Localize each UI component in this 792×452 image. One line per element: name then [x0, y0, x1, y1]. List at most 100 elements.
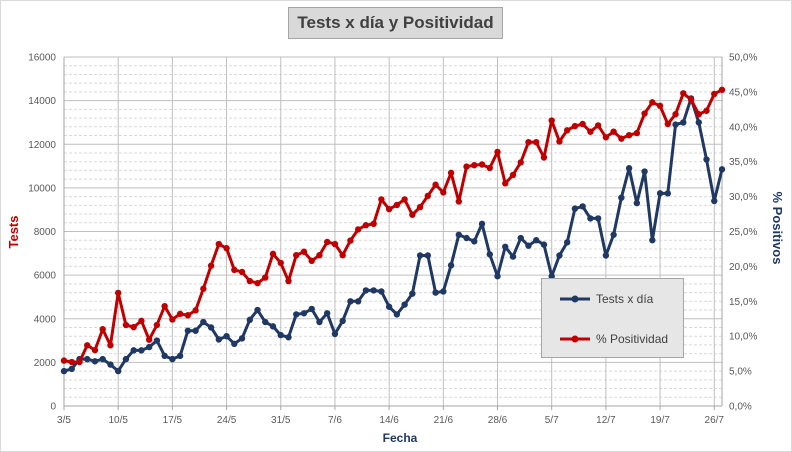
data-point	[308, 257, 315, 265]
x-axis-title: Fecha	[383, 431, 418, 445]
data-point	[486, 164, 493, 172]
data-point	[471, 238, 478, 245]
data-point	[641, 168, 648, 175]
data-point	[176, 352, 184, 360]
data-point	[316, 252, 323, 259]
data-point	[192, 307, 199, 314]
x-tick-label: 5/7	[545, 415, 559, 426]
data-point	[455, 231, 462, 238]
data-point	[587, 215, 594, 222]
left-tick-label: 6000	[34, 271, 57, 282]
data-point	[76, 358, 83, 366]
data-point	[153, 321, 161, 329]
right-tick-label: 5,0%	[729, 367, 752, 378]
data-point	[114, 367, 122, 375]
data-point	[300, 248, 308, 255]
left-axis-title: Tests	[6, 216, 21, 249]
data-point	[571, 122, 579, 130]
data-point	[169, 355, 176, 363]
data-point	[548, 273, 555, 280]
data-point	[238, 268, 246, 276]
data-point	[656, 190, 664, 197]
data-point	[672, 121, 679, 128]
x-tick-label: 10/5	[108, 415, 128, 426]
data-point	[331, 240, 339, 248]
data-point	[354, 226, 362, 233]
data-point	[401, 301, 408, 308]
data-point	[207, 324, 215, 331]
data-point	[486, 251, 493, 258]
data-point	[184, 312, 192, 319]
data-point	[184, 327, 192, 334]
data-point	[269, 323, 277, 330]
legend-item-tests: Tests x día	[560, 289, 653, 309]
data-point	[138, 317, 145, 325]
data-point	[447, 262, 455, 269]
data-point	[347, 237, 354, 244]
data-point	[385, 205, 393, 213]
left-tick-label: 8000	[34, 227, 57, 238]
data-point	[424, 192, 432, 200]
data-point	[680, 119, 687, 126]
data-point	[362, 287, 370, 294]
data-point	[269, 250, 277, 258]
data-point	[145, 336, 153, 343]
data-point	[60, 367, 68, 375]
data-point	[293, 252, 300, 259]
data-point	[633, 129, 641, 137]
grid	[63, 56, 722, 407]
data-point	[556, 252, 563, 259]
data-point	[207, 262, 215, 269]
data-point	[285, 334, 292, 341]
data-point	[563, 239, 571, 246]
data-point	[138, 347, 145, 354]
data-point	[122, 355, 130, 363]
x-tick-label: 14/6	[379, 415, 399, 426]
x-tick-label: 28/6	[488, 415, 508, 426]
data-point	[215, 240, 223, 248]
series	[60, 86, 726, 375]
left-tick-label: 2000	[34, 358, 57, 369]
data-point	[153, 337, 161, 344]
data-point	[618, 194, 625, 201]
data-point	[656, 102, 664, 110]
data-point	[262, 274, 269, 281]
data-point	[99, 355, 106, 363]
data-point	[107, 361, 114, 368]
data-point	[130, 347, 137, 354]
right-tick-label: 40,0%	[729, 122, 757, 133]
data-point	[556, 138, 563, 145]
right-tick-label: 50,0%	[729, 53, 757, 64]
data-point	[192, 327, 199, 334]
data-point	[354, 298, 362, 305]
legend-swatch-tests	[560, 295, 590, 303]
data-point	[502, 180, 509, 187]
data-point	[385, 303, 393, 310]
data-point	[223, 245, 230, 252]
data-point	[362, 222, 370, 229]
data-point	[718, 166, 726, 173]
data-point	[502, 243, 509, 250]
chart-title: Tests x día y Positividad	[288, 7, 503, 39]
data-point	[122, 321, 130, 329]
data-point	[107, 342, 114, 349]
data-point	[695, 111, 702, 118]
data-point	[672, 111, 679, 118]
data-point	[610, 128, 617, 135]
data-point	[161, 352, 168, 360]
data-point	[718, 86, 726, 94]
left-tick-label: 12000	[28, 140, 56, 151]
data-point	[416, 252, 424, 259]
data-point	[440, 288, 447, 295]
data-point	[478, 161, 486, 168]
data-point	[91, 358, 99, 365]
right-tick-label: 15,0%	[729, 297, 757, 308]
data-point	[114, 289, 122, 297]
right-tick-label: 10,0%	[729, 332, 757, 343]
data-point	[409, 290, 416, 297]
data-point	[145, 343, 153, 351]
data-point	[625, 131, 633, 139]
data-point	[587, 128, 594, 135]
data-point	[231, 266, 238, 274]
